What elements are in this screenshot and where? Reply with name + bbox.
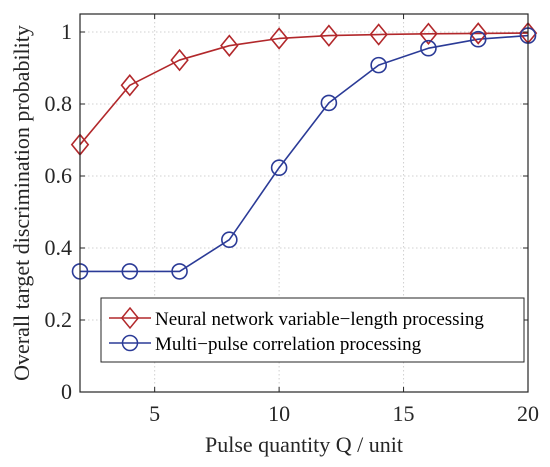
y-tick-label-5: 1: [61, 19, 72, 44]
legend-diamond-marker: [120, 306, 140, 330]
series-0-diamond-point-6: [369, 23, 388, 46]
series-0-diamond-point-3: [220, 34, 239, 57]
legend-box: [100, 297, 525, 363]
series-0-diamond-point-8: [468, 22, 488, 45]
series-0-diamond-point-4: [269, 27, 289, 50]
series-0-diamond-point-2: [170, 48, 189, 72]
x-tick-label-0: 5: [149, 401, 160, 426]
x-axis-title: Pulse quantity Q / unit: [205, 432, 403, 457]
legend: Neural network variable−length processin…: [100, 297, 525, 363]
series-line-0: [79, 32, 529, 146]
series-1-circle-point-4: [270, 159, 288, 177]
x-tick-label-1: 10: [268, 401, 290, 426]
series-1-circle-point-3: [221, 231, 238, 249]
series-1-circle-point-5: [320, 94, 338, 112]
series-lines: [79, 32, 529, 273]
axis-ticks: [80, 14, 529, 393]
y-axis-title: Overall target discrimination probabilit…: [9, 25, 34, 381]
series-1-circle-point-7: [420, 39, 437, 57]
x-tick-label-3: 20: [517, 401, 539, 426]
legend-circle-marker: [121, 334, 139, 352]
y-axis-tick-labels: 0 0.2 0.4 0.6 0.8 1: [45, 19, 73, 404]
series-markers: [70, 21, 538, 280]
x-axis-tick-labels: 5 10 15 20: [149, 401, 539, 426]
y-tick-label-2: 0.4: [45, 235, 73, 260]
legend-label-neural-network: Neural network variable−length processin…: [155, 309, 484, 330]
series-1-circle-point-1: [121, 263, 139, 280]
series-1-circle-point-2: [171, 263, 188, 280]
y-tick-label-3: 0.6: [45, 163, 73, 188]
series-0-diamond-point-5: [319, 24, 339, 47]
y-tick-label-0: 0: [61, 379, 72, 404]
y-tick-label-4: 0.8: [45, 91, 73, 116]
plot-area-frame: [79, 13, 529, 393]
series-line-1: [80, 34, 529, 273]
series-0-diamond-point-1: [120, 74, 140, 97]
series-1-circle-point-8: [469, 30, 487, 48]
y-tick-label-1: 0.2: [45, 307, 73, 332]
x-tick-label-2: 15: [393, 401, 415, 426]
series-1-circle-point-6: [370, 56, 387, 74]
series-0-diamond-point-7: [419, 22, 438, 46]
legend-label-multi-pulse: Multi−pulse correlation processing: [155, 334, 422, 355]
